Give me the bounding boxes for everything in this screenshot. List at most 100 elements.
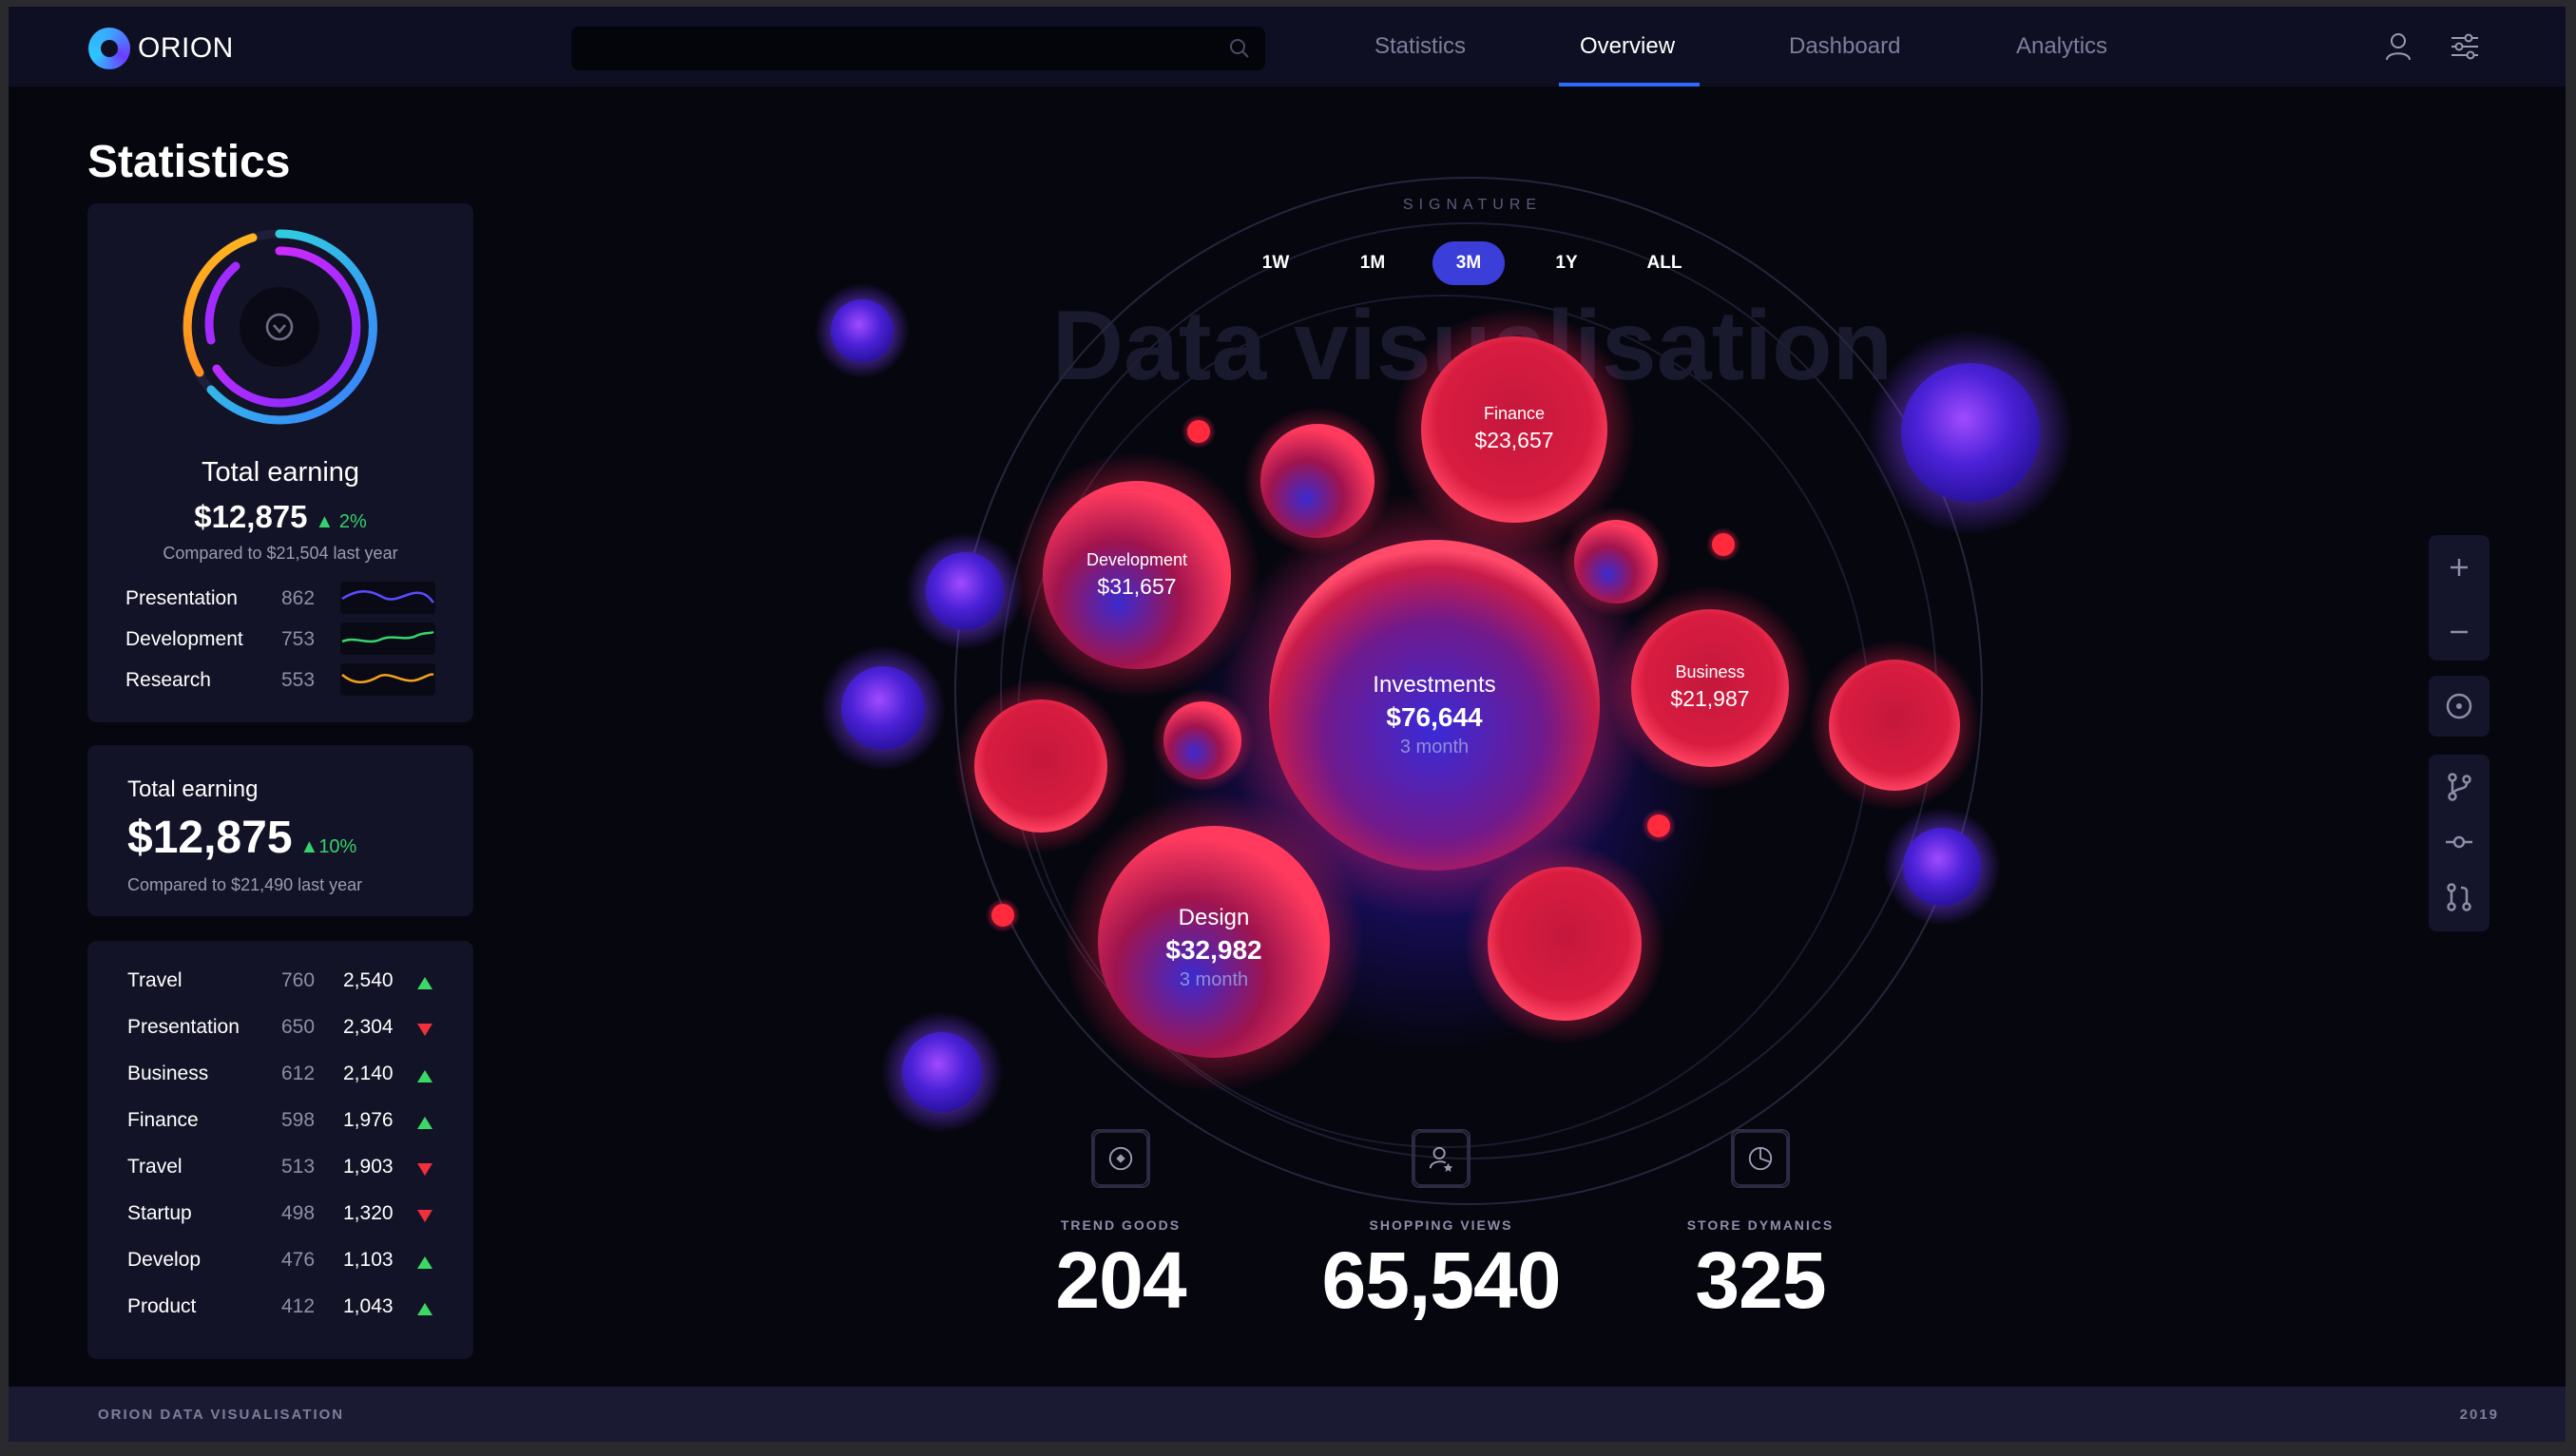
presentation-sparkline: [340, 582, 435, 614]
total-earning-card: Total earning $12,875 ▲10% Compared to $2…: [87, 745, 473, 916]
search-icon[interactable]: [1229, 38, 1250, 59]
logo[interactable]: ORION: [88, 28, 234, 69]
bubble-name: Design: [1178, 905, 1250, 930]
list-item[interactable]: Product 412 1,043: [127, 1288, 441, 1326]
app-window: ORION Statistics Overview Dashboard Anal…: [9, 7, 2566, 1442]
bubble-name: Business: [1675, 662, 1745, 681]
settings-sliders-icon[interactable]: [2448, 29, 2482, 64]
git-pull-request-icon[interactable]: [2440, 878, 2478, 916]
git-controls: [2429, 755, 2489, 931]
bubble-development[interactable]: Development $31,657: [1042, 550, 1232, 600]
list-item-label: Product: [127, 1295, 197, 1317]
signature-label: SIGNATURE: [1402, 197, 1543, 213]
trend-up-icon: [417, 1256, 433, 1269]
bubble-design[interactable]: Design $32,982 3 month: [1119, 905, 1309, 991]
stat-label-store-dynamics: STORE DYMANICS: [1686, 1217, 1835, 1233]
stat-label-shopping-views: SHOPPING VIEWS: [1369, 1217, 1513, 1233]
list-item[interactable]: Presentation 650 2,304: [127, 1008, 441, 1046]
spark-label: Presentation: [125, 587, 238, 609]
list-item-amount: 2,140: [343, 1063, 394, 1084]
zoom-in-icon[interactable]: [2440, 548, 2478, 586]
list-item-label: Business: [127, 1063, 209, 1084]
page-title: Statistics: [87, 137, 291, 187]
list-item-label: Travel: [127, 969, 183, 991]
user-star-icon[interactable]: [1412, 1129, 1471, 1188]
list-item[interactable]: Travel 513 1,903: [127, 1148, 441, 1186]
list-item[interactable]: Finance 598 1,976: [127, 1102, 441, 1140]
period-1m[interactable]: 1M: [1359, 253, 1386, 273]
active-tab-indicator: [1559, 83, 1700, 86]
zoom-out-icon[interactable]: [2440, 613, 2478, 651]
card2-title: Total earning: [127, 776, 259, 802]
orion-logo-icon: [88, 28, 130, 69]
tab-analytics[interactable]: Analytics: [2016, 33, 2108, 59]
top-bar: ORION Statistics Overview Dashboard Anal…: [9, 7, 2566, 86]
footer-brand: ORION DATA VISUALISATION: [98, 1407, 345, 1423]
spark-label: Research: [125, 669, 211, 691]
development-sparkline: [340, 623, 435, 655]
orbit-ring-inner: [1017, 295, 1871, 1148]
bubble-value: $23,657: [1474, 428, 1554, 452]
tab-overview[interactable]: Overview: [1580, 33, 1676, 59]
list-item-label: Finance: [127, 1109, 199, 1131]
list-item-amount: 1,043: [343, 1295, 394, 1317]
list-item-amount: 1,103: [343, 1249, 394, 1271]
git-branch-icon[interactable]: [2440, 768, 2478, 806]
list-item-count: 412: [281, 1295, 316, 1317]
period-3m[interactable]: 3M: [1432, 241, 1505, 285]
spark-row-development[interactable]: Development 753: [125, 623, 439, 655]
git-commit-icon[interactable]: [2440, 823, 2478, 861]
bubble-investments[interactable]: Investments $76,644 3 month: [1339, 672, 1529, 758]
bubble-name: Development: [1086, 550, 1188, 569]
bubble-value: $76,644: [1386, 702, 1483, 732]
bubble-finance[interactable]: Finance $23,657: [1419, 404, 1609, 453]
stat-label-trend-goods: TREND GOODS: [1060, 1217, 1182, 1233]
central-glow: [1149, 520, 1720, 1052]
list-item-amount: 2,540: [343, 969, 394, 991]
list-item-count: 513: [281, 1156, 316, 1178]
list-item-count: 476: [281, 1249, 316, 1271]
list-item-count: 598: [281, 1109, 316, 1131]
stat-value-shopping-views: 65,540: [1321, 1236, 1562, 1325]
card2-compare: Compared to $21,490 last year: [127, 875, 363, 894]
trend-up-icon: [417, 977, 433, 989]
list-item[interactable]: Travel 760 2,540: [127, 962, 441, 1000]
zoom-controls: [2429, 535, 2489, 661]
spark-row-presentation[interactable]: Presentation 862: [125, 582, 439, 614]
user-icon[interactable]: [2381, 29, 2415, 64]
target-icon[interactable]: [2440, 687, 2478, 725]
red-bubbles: [953, 407, 1980, 1044]
period-1y[interactable]: 1Y: [1555, 253, 1578, 273]
card1-title: Total earning: [201, 457, 360, 488]
list-item-count: 650: [281, 1016, 316, 1038]
earning-donut-chart: [182, 229, 377, 425]
card2-value: $12,875 ▲10%: [127, 812, 356, 864]
spark-label: Development: [125, 628, 243, 650]
bubble-business[interactable]: Business $21,987: [1615, 662, 1805, 712]
earning-summary-card: Total earning $12,875 ▲ 2% Compared to $2…: [87, 203, 473, 722]
list-item[interactable]: Startup 498 1,320: [127, 1195, 441, 1233]
trend-up-icon: [417, 1303, 433, 1315]
list-item-count: 498: [281, 1202, 316, 1224]
compass-icon[interactable]: [1091, 1129, 1150, 1188]
tab-statistics[interactable]: Statistics: [1375, 33, 1467, 59]
period-all[interactable]: ALL: [1646, 253, 1682, 273]
list-item[interactable]: Develop 476 1,103: [127, 1241, 441, 1279]
trend-up-icon: [417, 1070, 433, 1082]
bubble-sub: 3 month: [1179, 969, 1249, 990]
spark-row-research[interactable]: Research 553: [125, 663, 439, 696]
tab-dashboard[interactable]: Dashboard: [1789, 33, 1901, 59]
bubble-name: Investments: [1373, 672, 1496, 698]
list-item-count: 760: [281, 969, 316, 991]
list-item-label: Travel: [127, 1156, 183, 1178]
list-item[interactable]: Business 612 2,140: [127, 1055, 441, 1093]
bubble-sub: 3 month: [1399, 737, 1470, 757]
app-name: ORION: [138, 32, 234, 64]
period-1w[interactable]: 1W: [1261, 253, 1290, 273]
bubble-value: $21,987: [1670, 686, 1750, 711]
search-input[interactable]: [571, 27, 1265, 70]
list-item-label: Presentation: [127, 1016, 240, 1038]
pie-chart-icon[interactable]: [1731, 1129, 1790, 1188]
card1-change-value: 2%: [338, 511, 367, 532]
violet-spheres: [815, 283, 2073, 1133]
